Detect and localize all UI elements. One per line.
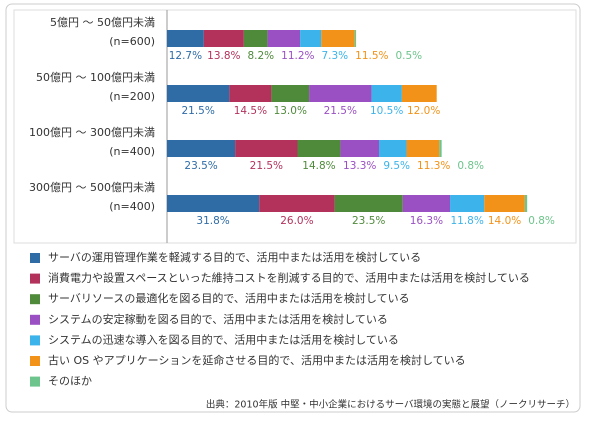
- bar-segment: [235, 140, 298, 157]
- legend-label: そのほか: [48, 375, 92, 388]
- value-label: 23.5%: [184, 160, 217, 172]
- legend-swatch: [30, 335, 40, 346]
- value-label: 13.0%: [274, 105, 307, 117]
- value-label: 10.5%: [370, 105, 403, 117]
- value-label: 0.8%: [528, 215, 555, 227]
- value-label: 14.5%: [234, 105, 267, 117]
- value-label: 0.8%: [457, 160, 484, 172]
- value-label: 13.8%: [207, 50, 240, 62]
- bar-segment: [267, 30, 301, 47]
- bar-segment: [243, 30, 268, 47]
- bar-segment: [401, 85, 437, 102]
- bar-segment: [371, 85, 402, 102]
- bar-segment: [406, 140, 440, 157]
- legend-label: システムの安定稼動を図る目的で、活用中または活用を検討している: [48, 312, 388, 326]
- bar-segment: [167, 30, 204, 47]
- value-label: 21.5%: [324, 105, 357, 117]
- bar-segment: [524, 195, 528, 212]
- value-label: 14.8%: [302, 160, 335, 172]
- bar-segment: [378, 140, 407, 157]
- bar-segment: [167, 140, 236, 157]
- bar-segment: [340, 140, 379, 157]
- bar-segment: [354, 30, 357, 47]
- category-label: 100億円 ～ 300億円未満(n=400): [29, 126, 155, 158]
- value-label: 23.5%: [352, 215, 385, 227]
- value-label: 11.3%: [417, 160, 450, 172]
- category-label: 50億円 ～ 100億円未満(n=200): [36, 71, 155, 103]
- legend-swatch: [30, 376, 40, 387]
- bar-segment: [167, 195, 260, 212]
- value-label: 12.0%: [407, 105, 440, 117]
- value-label: 7.3%: [321, 50, 348, 62]
- value-label: 16.3%: [410, 215, 443, 227]
- category-label: 5億円 ～ 50億円未満(n=600): [50, 16, 155, 48]
- bar-segment: [309, 85, 372, 102]
- legend-label: サーバリソースの最適化を図る目的で、活用中または活用を検討している: [48, 291, 410, 305]
- value-label: 14.0%: [488, 215, 521, 227]
- bar-segment: [300, 30, 322, 47]
- legend-swatch: [30, 294, 40, 305]
- bar-segment: [167, 85, 230, 102]
- value-label: 21.5%: [250, 160, 283, 172]
- legend-swatch: [30, 356, 40, 366]
- legend-label: 消費電力や設置スペースといった維持コストを削減する目的で、活用中または活用を検討…: [48, 271, 530, 285]
- plot-frame: [13, 9, 577, 244]
- legend-label: システムの迅速な導入を図る目的で、活用中または活用を検討している: [48, 332, 399, 346]
- bar-segment: [297, 140, 341, 157]
- value-label: 11.8%: [450, 215, 483, 227]
- value-label: 26.0%: [280, 215, 313, 227]
- bar-segment: [271, 85, 310, 102]
- bar-segment: [450, 195, 485, 212]
- value-label: 11.2%: [281, 50, 314, 62]
- value-label: 21.5%: [181, 105, 214, 117]
- value-label: 13.3%: [343, 160, 376, 172]
- value-label: 8.2%: [247, 50, 274, 62]
- legend-label: サーバの運用管理作業を軽減する目的で、活用中または活用を検討している: [48, 250, 421, 264]
- legend-label: 古い OS やアプリケーションを延命させる目的で、活用中または活用を検討している: [48, 353, 466, 367]
- value-label: 12.7%: [169, 50, 202, 62]
- value-label: 11.5%: [355, 50, 388, 62]
- value-label: 31.8%: [196, 215, 229, 227]
- value-label: 0.5%: [395, 50, 422, 62]
- bar-segment: [334, 195, 403, 212]
- frame: [5, 3, 581, 413]
- legend-swatch: [30, 314, 40, 325]
- bar-segment: [439, 140, 442, 157]
- legend-swatch: [30, 273, 40, 284]
- legend-swatch: [30, 253, 40, 263]
- category-label: 300億円 ～ 500億円未満(n=400): [29, 181, 155, 213]
- bar-segment: [229, 85, 272, 102]
- bar-segment: [402, 195, 451, 212]
- bar-segment: [203, 30, 244, 47]
- bar-segment: [321, 30, 355, 47]
- bar-segment: [259, 195, 335, 212]
- value-label: 9.5%: [383, 160, 410, 172]
- source: 出典：2010年版 中堅・中小企業におけるサーバ環境の実態と展望（ノークリサーチ…: [206, 399, 575, 411]
- bar-segment: [484, 195, 525, 212]
